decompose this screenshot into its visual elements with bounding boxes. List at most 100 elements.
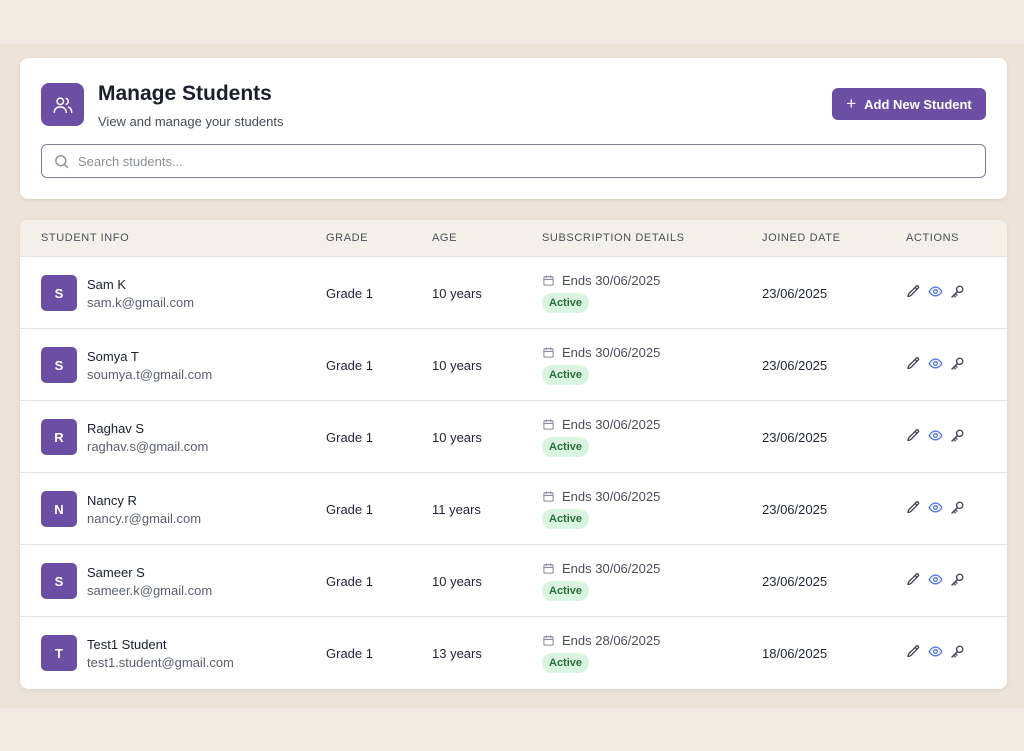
reset-password-button[interactable]	[950, 356, 965, 371]
key-icon	[951, 573, 964, 586]
reset-password-button[interactable]	[950, 572, 965, 587]
column-header-subscription: SUBSCRIPTION DETAILS	[542, 232, 685, 244]
student-email: test1.student@gmail.com	[87, 655, 234, 670]
table-row: T Test1 Student test1.student@gmail.com …	[20, 616, 1007, 688]
edit-button[interactable]	[906, 356, 921, 371]
key-icon	[951, 645, 964, 658]
student-name: Nancy R	[87, 493, 137, 508]
calendar-icon	[543, 491, 554, 502]
subscription-end-text: Ends 30/06/2025	[562, 561, 661, 576]
joined-date-cell: 23/06/2025	[762, 286, 828, 301]
student-name: Somya T	[87, 349, 139, 364]
table-row: R Raghav S raghav.s@gmail.com Grade 1 10…	[20, 400, 1007, 472]
eye-icon	[928, 574, 943, 585]
status-badge: Active	[542, 437, 590, 457]
subscription-end-text: Ends 28/06/2025	[562, 633, 661, 648]
students-table: STUDENT INFO GRADE AGE SUBSCRIPTION DETA…	[20, 220, 1007, 689]
column-header-grade: GRADE	[326, 232, 369, 244]
calendar-icon	[543, 635, 554, 646]
column-header-student-info: STUDENT INFO	[41, 232, 130, 244]
edit-button[interactable]	[906, 572, 921, 587]
pencil-icon	[907, 501, 920, 514]
users-icon	[41, 83, 84, 126]
header-card: Manage Students View and manage your stu…	[20, 58, 1007, 199]
student-email: sameer.k@gmail.com	[87, 583, 213, 598]
joined-date-cell: 23/06/2025	[762, 502, 828, 517]
edit-button[interactable]	[906, 428, 921, 443]
add-new-student-button[interactable]: + Add New Student	[832, 88, 986, 120]
status-badge: Active	[542, 653, 590, 673]
column-header-actions: ACTIONS	[906, 232, 960, 244]
column-header-joined-date: JOINED DATE	[762, 232, 841, 244]
search-box[interactable]	[41, 144, 986, 178]
page-subtitle: View and manage your students	[98, 114, 284, 129]
grade-cell: Grade 1	[326, 646, 373, 661]
row-actions	[906, 500, 965, 515]
avatar: N	[41, 491, 77, 527]
column-header-age: AGE	[432, 232, 458, 244]
eye-icon	[928, 286, 943, 297]
status-badge: Active	[542, 509, 590, 529]
row-actions	[906, 644, 965, 659]
eye-icon	[928, 502, 943, 513]
subscription-end-text: Ends 30/06/2025	[562, 273, 661, 288]
subscription-end: Ends 30/06/2025	[542, 345, 660, 360]
grade-cell: Grade 1	[326, 358, 373, 373]
edit-button[interactable]	[906, 644, 921, 659]
table-row: S Somya T soumya.t@gmail.com Grade 1 10 …	[20, 328, 1007, 400]
key-icon	[951, 501, 964, 514]
student-name: Test1 Student	[87, 637, 167, 652]
view-button[interactable]	[928, 428, 943, 443]
search-icon	[55, 155, 69, 169]
age-cell: 13 years	[432, 646, 482, 661]
status-badge: Active	[542, 293, 590, 313]
view-button[interactable]	[928, 356, 943, 371]
view-button[interactable]	[928, 284, 943, 299]
student-name: Sameer S	[87, 565, 145, 580]
pencil-icon	[907, 573, 920, 586]
pencil-icon	[907, 429, 920, 442]
student-email: sam.k@gmail.com	[87, 295, 195, 310]
key-icon	[951, 357, 964, 370]
reset-password-button[interactable]	[950, 428, 965, 443]
reset-password-button[interactable]	[950, 500, 965, 515]
edit-button[interactable]	[906, 284, 921, 299]
top-band	[0, 0, 1024, 44]
joined-date-cell: 23/06/2025	[762, 430, 828, 445]
student-name: Raghav S	[87, 421, 145, 436]
eye-icon	[928, 358, 943, 369]
status-badge: Active	[542, 365, 590, 385]
avatar: R	[41, 419, 77, 455]
eye-icon	[928, 646, 943, 657]
calendar-icon	[543, 347, 554, 358]
student-email: nancy.r@gmail.com	[87, 511, 202, 526]
reset-password-button[interactable]	[950, 644, 965, 659]
subscription-end-text: Ends 30/06/2025	[562, 345, 661, 360]
view-button[interactable]	[928, 644, 943, 659]
avatar: T	[41, 635, 77, 671]
avatar: S	[41, 275, 77, 311]
avatar: S	[41, 563, 77, 599]
joined-date-cell: 23/06/2025	[762, 574, 828, 589]
subscription-end-text: Ends 30/06/2025	[562, 417, 661, 432]
row-actions	[906, 356, 965, 371]
grade-cell: Grade 1	[326, 574, 373, 589]
student-email: soumya.t@gmail.com	[87, 367, 213, 382]
view-button[interactable]	[928, 572, 943, 587]
row-actions	[906, 428, 965, 443]
key-icon	[951, 285, 964, 298]
add-new-student-label: Add New Student	[864, 96, 972, 112]
grade-cell: Grade 1	[326, 430, 373, 445]
reset-password-button[interactable]	[950, 284, 965, 299]
table-header: STUDENT INFO GRADE AGE SUBSCRIPTION DETA…	[20, 220, 1007, 256]
age-cell: 11 years	[432, 502, 481, 517]
edit-button[interactable]	[906, 500, 921, 515]
view-button[interactable]	[928, 500, 943, 515]
student-name: Sam K	[87, 277, 127, 292]
table-row: S Sameer S sameer.k@gmail.com Grade 1 10…	[20, 544, 1007, 616]
pencil-icon	[907, 285, 920, 298]
pencil-icon	[907, 357, 920, 370]
subscription-end: Ends 30/06/2025	[542, 273, 660, 288]
search-input[interactable]	[78, 146, 978, 176]
student-email: raghav.s@gmail.com	[87, 439, 209, 454]
